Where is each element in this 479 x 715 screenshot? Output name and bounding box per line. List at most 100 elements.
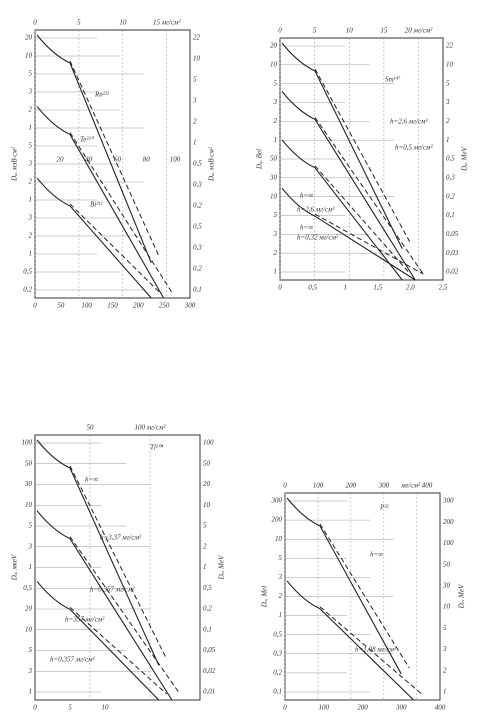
right-tick-label: 0,01 xyxy=(203,688,215,696)
left-tick-label: 2 xyxy=(274,117,278,125)
axis-tick-label: 2,0 xyxy=(406,284,415,292)
axis-tick-label: 1,5 xyxy=(373,284,382,292)
annotation: h=0,357 мг/см² xyxy=(50,656,95,664)
axis-tick-label: 250 xyxy=(159,302,170,310)
annotation: h=∞ xyxy=(300,192,313,200)
annotation: Te²²⁰ xyxy=(80,136,95,144)
axis-tick-label: 100 мг/см² xyxy=(134,424,166,432)
left-tick-label: 0,3 xyxy=(273,649,282,657)
axis-tick-label: 150 xyxy=(107,302,118,310)
left-tick-label: 1 xyxy=(29,196,33,204)
left-tick-label: 2 xyxy=(29,106,33,114)
annotation: h=1,08 мг/см² xyxy=(355,646,397,654)
curve xyxy=(69,60,160,258)
axis-tick-label: 100 xyxy=(170,156,181,164)
left-tick-label: 5 xyxy=(279,554,283,562)
axis-tick-label: 400 xyxy=(435,704,446,712)
left-tick-label: 1 xyxy=(29,563,33,571)
left-tick-label: 3 xyxy=(28,542,33,550)
y-axis-label: Dₐ, MeV xyxy=(218,555,226,581)
axis-tick-label: 200 xyxy=(133,302,144,310)
axis-tick-label: 100 xyxy=(319,704,330,712)
right-tick-label: 5 xyxy=(203,522,207,530)
right-tick-label: 300 xyxy=(442,497,454,505)
axis-tick-label: 20 xyxy=(57,156,65,164)
y-axis-label: Dₐ, MeV xyxy=(458,584,466,610)
curve xyxy=(281,91,416,281)
curve xyxy=(319,606,422,695)
annotation: P³² xyxy=(379,504,389,512)
left-tick-label: 20 xyxy=(270,42,278,50)
left-tick-label: 200 xyxy=(272,516,283,524)
annotation: h=2,6 мг/см² xyxy=(297,206,335,214)
left-tick-label: 5 xyxy=(29,522,33,530)
left-tick-label: 0,2 xyxy=(23,286,32,294)
axis-tick-label: 15 xyxy=(380,27,388,35)
left-tick-label: 3 xyxy=(28,160,33,168)
axis-tick-label: 10 xyxy=(119,19,127,27)
right-tick-label: 10 xyxy=(446,60,454,68)
right-tick-label: 2 xyxy=(446,117,450,125)
axis-tick-label: 0 xyxy=(283,704,287,712)
right-tick-label: 0,1 xyxy=(446,211,455,219)
left-tick-label: 50 xyxy=(270,155,278,163)
left-tick-label: 1 xyxy=(274,268,278,276)
left-tick-label: 20 xyxy=(25,34,33,42)
axis-tick-label: 80 xyxy=(143,156,151,164)
axis-tick-label: 200 xyxy=(346,482,357,490)
left-tick-label: 1 xyxy=(279,611,283,619)
right-tick-label: 1 xyxy=(446,136,450,144)
left-tick-label: 30 xyxy=(269,173,278,181)
left-tick-label: 1 xyxy=(274,136,278,144)
annotation: h=0,357 мг/см² xyxy=(90,586,135,594)
curve xyxy=(281,187,416,281)
left-tick-label: 10 xyxy=(270,192,278,200)
right-tick-label: 5 xyxy=(446,79,450,87)
annotation: Bi²¹² xyxy=(90,201,103,209)
annotation: h=0,32 мг/см² xyxy=(297,234,339,242)
annotation: Rn²²² xyxy=(94,91,110,99)
right-tick-label: 0,2 xyxy=(193,202,202,210)
right-tick-label: 0,5 xyxy=(193,160,202,168)
axis-tick-label: 15 мг/см² xyxy=(153,19,181,27)
axis-tick-label: 5 xyxy=(313,27,317,35)
left-tick-label: 0,5 xyxy=(23,268,32,276)
curve xyxy=(36,439,160,666)
annotation: h=∞ xyxy=(370,551,383,559)
curve xyxy=(69,203,160,293)
left-tick-label: 5 xyxy=(29,142,33,150)
curve xyxy=(281,42,403,249)
right-tick-label: 200 xyxy=(443,518,454,526)
axis-tick-label: 100 xyxy=(81,302,92,310)
y-axis-label: Dₐ, MeV xyxy=(461,146,469,172)
y-axis-label: Dₐ, мэВ·см² xyxy=(208,146,216,182)
left-tick-label: 10 xyxy=(25,501,33,509)
left-tick-label: 3 xyxy=(28,88,33,96)
axis-tick-label: мг/см² 400 xyxy=(400,482,433,490)
axis-tick-label: 0 xyxy=(33,19,37,27)
right-tick-label: 0,1 xyxy=(193,286,202,294)
right-tick-label: 1 xyxy=(193,139,197,147)
axis-tick-label: 0 xyxy=(33,302,37,310)
left-tick-label: 0,2 xyxy=(273,669,282,677)
right-tick-label: 5 xyxy=(443,624,447,632)
curve xyxy=(314,68,411,243)
right-tick-label: 22 xyxy=(193,34,201,42)
right-tick-label: 22 xyxy=(446,42,454,50)
right-tick-label: 10 xyxy=(443,603,451,611)
axis-tick-label: 1 xyxy=(343,284,347,292)
curve xyxy=(36,510,173,701)
right-tick-label: 30 xyxy=(442,581,451,589)
left-tick-label: 5 xyxy=(274,211,278,219)
axis-tick-label: 300 xyxy=(184,302,196,310)
curve xyxy=(36,106,165,299)
right-tick-label: 100 xyxy=(443,539,454,547)
axis-tick-label: 50 xyxy=(57,302,65,310)
annotation: h=3,37 мг/см² xyxy=(100,534,142,542)
left-tick-label: 10 xyxy=(270,60,278,68)
right-tick-label: 2 xyxy=(443,666,447,674)
left-tick-label: 10 xyxy=(25,625,33,633)
left-tick-label: 0,5 xyxy=(23,584,32,592)
right-tick-label: 0,03 xyxy=(446,249,459,257)
